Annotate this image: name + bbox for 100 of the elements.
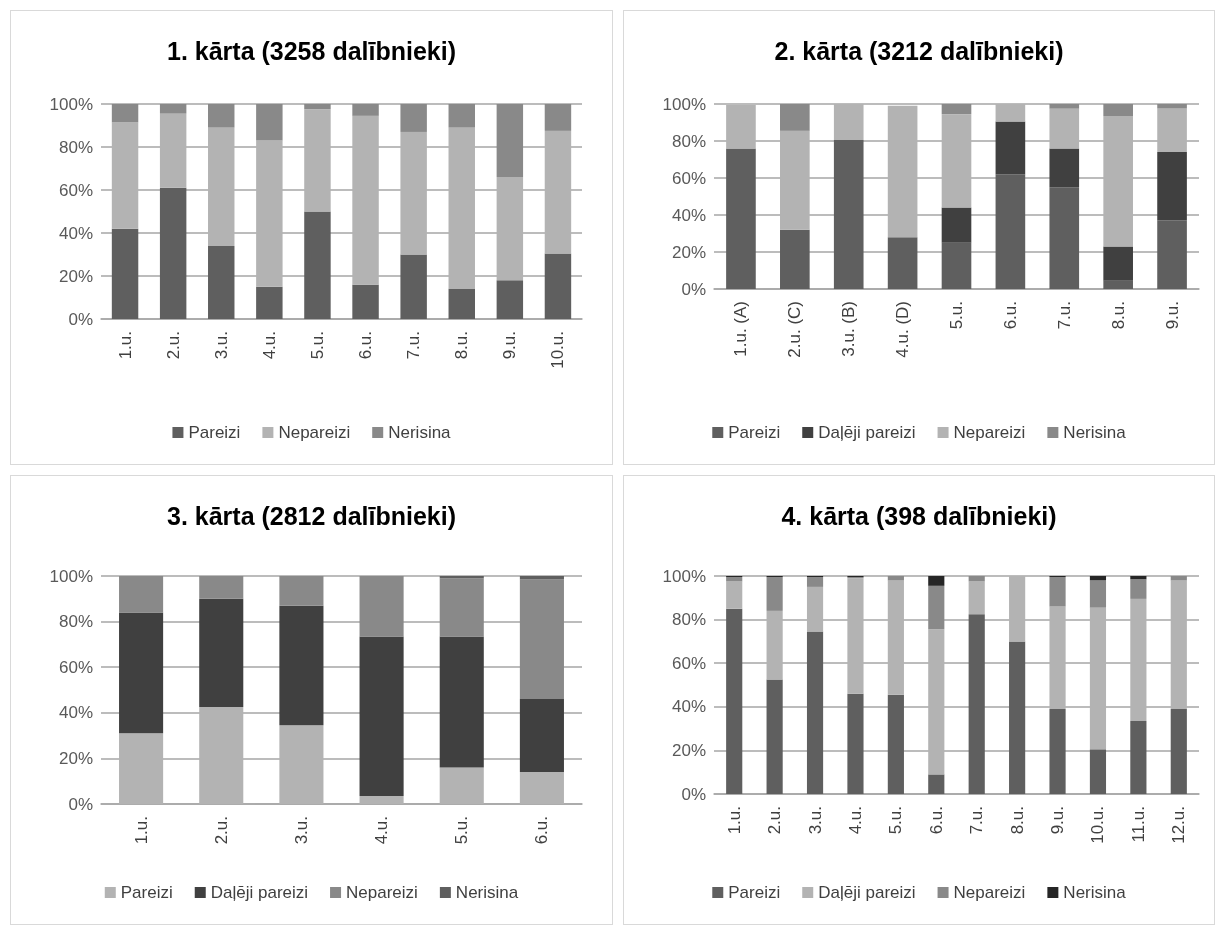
bar	[1157, 220, 1187, 289]
bar	[887, 105, 918, 238]
bar	[544, 104, 572, 131]
legend-label: Pareizi	[188, 423, 241, 442]
legend-label: Daļēji pareizi	[818, 423, 916, 442]
bar	[968, 614, 985, 794]
bar	[208, 245, 235, 319]
legend-label: Nerisina	[1063, 883, 1127, 902]
bar	[1170, 580, 1187, 709]
bar	[256, 104, 283, 141]
x-tick-label: 7.u.	[404, 331, 424, 360]
bar	[766, 610, 783, 680]
y-tick-label: 0%	[68, 794, 93, 814]
bar	[279, 725, 324, 804]
bar	[439, 767, 484, 804]
bar	[928, 774, 945, 794]
bar	[1049, 108, 1080, 149]
y-tick-label: 80%	[671, 610, 706, 630]
legend-label: Pareizi	[728, 423, 781, 442]
bar	[1089, 607, 1107, 750]
bar	[519, 772, 564, 804]
bar	[780, 104, 810, 131]
bar	[111, 228, 139, 319]
bar	[1049, 104, 1080, 109]
y-tick-label: 0%	[68, 309, 93, 329]
bar	[1009, 576, 1026, 642]
bar	[304, 211, 331, 319]
bar	[119, 733, 164, 804]
bar	[833, 104, 864, 141]
y-tick-label: 100%	[662, 566, 706, 586]
bar	[941, 207, 972, 243]
bar	[359, 796, 404, 804]
bar	[1130, 720, 1147, 794]
y-tick-label: 80%	[58, 612, 93, 632]
bar	[995, 104, 1026, 122]
x-tick-label: 3.u.	[805, 806, 825, 835]
bar	[519, 699, 564, 773]
bar	[1157, 108, 1187, 153]
y-tick-label: 40%	[58, 223, 93, 243]
bar	[780, 229, 810, 289]
bar	[928, 576, 945, 586]
x-tick-label: 4.u.	[372, 816, 392, 845]
bar	[400, 104, 427, 132]
x-tick-label: 7.u.	[967, 806, 987, 835]
x-tick-label: 1.u.	[724, 806, 744, 835]
x-tick-label: 6.u.	[926, 806, 946, 835]
legend-label: Daļēji pareizi	[818, 883, 916, 902]
bar	[1103, 104, 1133, 117]
bar	[847, 578, 864, 694]
bar	[1009, 641, 1026, 794]
bar	[352, 115, 379, 285]
legend-label: Nepareizi	[278, 423, 351, 442]
bar	[847, 693, 864, 794]
bar	[780, 130, 810, 230]
legend-label: Pareizi	[728, 883, 781, 902]
x-tick-label: 5.u.	[886, 806, 906, 835]
bar	[1130, 579, 1147, 599]
y-tick-label: 60%	[671, 168, 706, 188]
y-tick-label: 60%	[58, 657, 93, 677]
bar	[887, 694, 904, 794]
chart-title: 2. kārta (3212 dalībnieki)	[774, 36, 1064, 65]
x-tick-label: 11.u.	[1128, 806, 1148, 843]
y-tick-label: 100%	[49, 94, 93, 114]
bar	[159, 113, 187, 188]
bar	[279, 576, 324, 606]
bar	[208, 104, 235, 128]
y-tick-label: 100%	[662, 94, 706, 114]
y-tick-label: 20%	[58, 748, 93, 768]
bar	[995, 174, 1026, 289]
x-tick-label: 8.u.	[1108, 301, 1128, 330]
bar	[1157, 104, 1187, 109]
x-tick-label: 10.u.	[1088, 806, 1108, 844]
bar	[806, 631, 824, 794]
bar	[304, 109, 331, 212]
x-tick-label: 8.u.	[1007, 806, 1027, 835]
bar	[1103, 280, 1133, 289]
x-tick-label: 5.u.	[452, 816, 472, 845]
bar	[496, 177, 524, 281]
bar	[199, 598, 244, 708]
x-tick-label: 6.u.	[532, 816, 552, 845]
bar	[544, 253, 572, 319]
bar	[806, 577, 824, 587]
x-tick-label: 3.u.	[211, 331, 231, 360]
bar	[256, 140, 283, 287]
bar	[111, 104, 139, 123]
x-tick-label: 1.u.	[115, 331, 135, 360]
bar	[806, 586, 824, 632]
x-tick-label: 9.u.	[1048, 806, 1068, 835]
x-tick-label: 9.u.	[500, 331, 520, 360]
bar	[941, 104, 972, 115]
bar	[941, 114, 972, 208]
legend-label: Daļēji pareizi	[210, 883, 309, 902]
y-tick-label: 20%	[671, 242, 706, 262]
y-tick-label: 40%	[58, 703, 93, 723]
y-tick-label: 0%	[681, 279, 706, 299]
y-tick-label: 100%	[49, 566, 93, 586]
x-tick-label: 6.u.	[356, 331, 376, 360]
y-tick-label: 80%	[58, 137, 93, 157]
bar	[359, 576, 404, 637]
bar	[359, 636, 404, 797]
